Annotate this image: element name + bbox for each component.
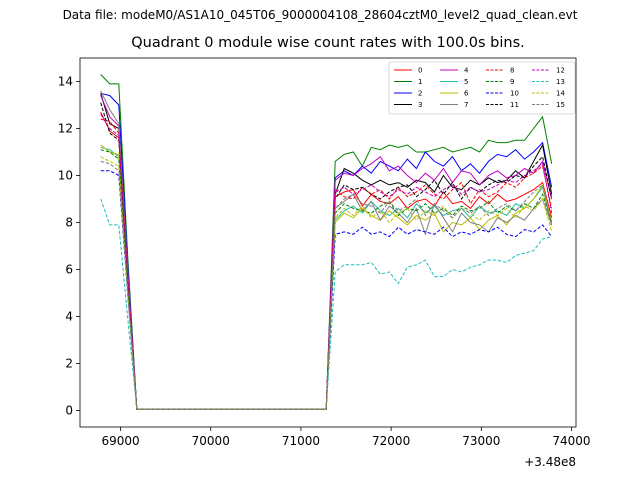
x-offset-label: +3.48e8 — [524, 455, 576, 469]
legend-box — [388, 61, 576, 115]
y-tick-label: 8 — [65, 216, 73, 230]
chart-title: Quadrant 0 module wise count rates with … — [131, 35, 525, 51]
x-tick-label: 74000 — [552, 434, 590, 448]
series-line-3 — [100, 93, 553, 410]
legend-label-12: 12 — [556, 67, 565, 75]
legend-label-6: 6 — [464, 90, 469, 98]
y-tick-label: 6 — [65, 263, 73, 277]
x-tick-label: 73000 — [462, 434, 500, 448]
series-line-5 — [100, 146, 553, 410]
legend-label-14: 14 — [556, 90, 565, 98]
x-tick-label: 70000 — [192, 434, 230, 448]
series-line-9 — [100, 149, 553, 410]
y-tick-label: 0 — [65, 404, 73, 418]
legend-label-15: 15 — [556, 101, 565, 109]
legend-label-5: 5 — [464, 78, 468, 86]
series-line-15 — [100, 160, 553, 410]
legend-label-3: 3 — [418, 101, 422, 109]
x-tick-label: 71000 — [282, 434, 320, 448]
series-line-4 — [100, 95, 553, 410]
legend-label-7: 7 — [464, 101, 468, 109]
series-line-10 — [100, 170, 553, 410]
series-line-11 — [100, 102, 553, 410]
series-line-14 — [100, 156, 553, 410]
y-tick-label: 14 — [58, 75, 73, 89]
y-tick-label: 12 — [58, 122, 73, 136]
legend-label-13: 13 — [556, 78, 565, 86]
legend-label-2: 2 — [418, 90, 422, 98]
legend-label-8: 8 — [510, 67, 514, 75]
y-tick-label: 10 — [58, 169, 73, 183]
y-tick-label: 4 — [65, 310, 73, 324]
series-line-2 — [100, 92, 553, 410]
legend-label-1: 1 — [418, 78, 422, 86]
chart-supertitle: Data file: modeM0/AS1A10_045T06_90000041… — [62, 8, 578, 22]
legend-label-9: 9 — [510, 78, 514, 86]
y-tick-label: 2 — [65, 357, 73, 371]
series-line-8 — [100, 118, 553, 410]
legend-label-4: 4 — [464, 67, 469, 75]
series-line-0 — [100, 111, 553, 410]
series-line-7 — [100, 90, 553, 410]
x-axis: 69000 70000 71000 72000 73000 74000 — [101, 427, 591, 448]
x-tick-label: 72000 — [372, 434, 410, 448]
legend-label-10: 10 — [510, 90, 519, 98]
legend-label-0: 0 — [418, 67, 422, 75]
y-axis: 0 2 4 6 8 10 12 14 — [58, 75, 80, 418]
plot-frame — [79, 57, 577, 428]
series-line-6 — [100, 144, 553, 410]
x-tick-label: 69000 — [101, 434, 139, 448]
series-line-1 — [100, 74, 553, 410]
series-line-12 — [100, 114, 553, 410]
series-layer — [100, 74, 553, 410]
legend-label-11: 11 — [510, 101, 519, 109]
